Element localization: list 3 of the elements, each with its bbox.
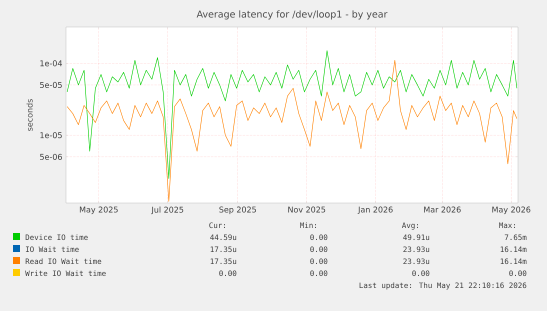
line-series bbox=[66, 50, 518, 179]
chart-title: Average latency for /dev/loop1 - by year bbox=[196, 10, 388, 20]
line-series bbox=[66, 60, 518, 202]
